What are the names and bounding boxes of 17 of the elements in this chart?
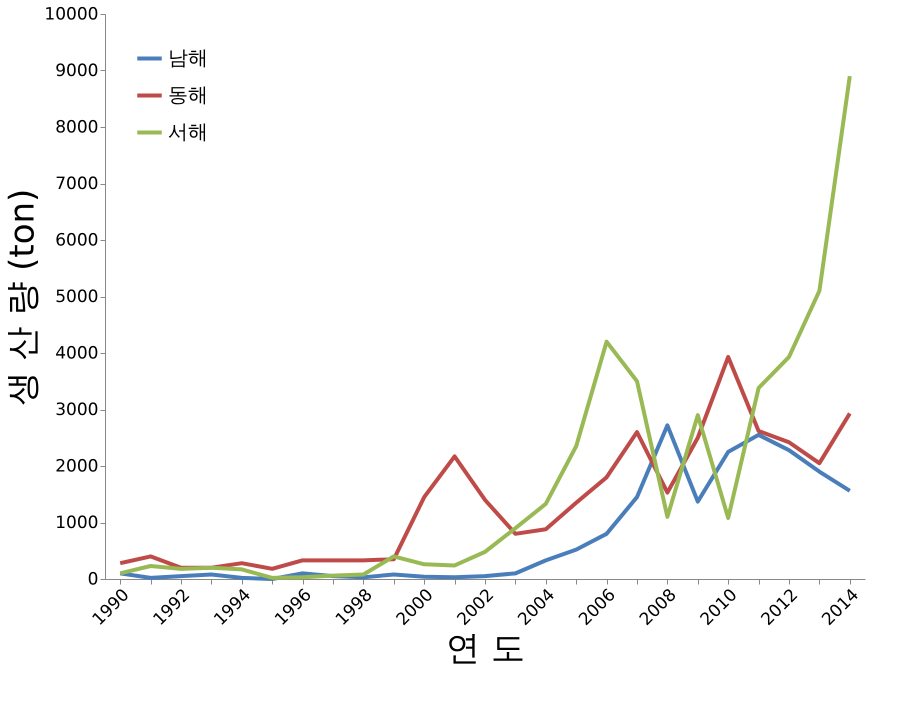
y-tick-label: 10000 bbox=[44, 4, 98, 24]
y-tick-label: 8000 bbox=[55, 118, 98, 138]
y-tick-label: 4000 bbox=[55, 344, 98, 364]
y-tick-label: 1000 bbox=[55, 513, 98, 533]
y-tick-label: 9000 bbox=[55, 61, 98, 81]
x-axis-title: 연 도 bbox=[446, 628, 525, 668]
y-tick-label: 0 bbox=[88, 570, 98, 590]
y-axis-title: 생 산 량 (ton) bbox=[2, 188, 42, 406]
legend-label: 남해 bbox=[168, 46, 208, 70]
legend-label: 서해 bbox=[168, 120, 208, 144]
y-tick-label: 6000 bbox=[55, 230, 98, 250]
legend-label: 동해 bbox=[168, 82, 208, 106]
y-tick-label: 2000 bbox=[55, 456, 98, 476]
y-tick-label: 3000 bbox=[55, 400, 98, 420]
y-tick-label: 5000 bbox=[55, 287, 98, 307]
line-series bbox=[118, 74, 852, 580]
y-tick-label: 7000 bbox=[55, 174, 98, 194]
